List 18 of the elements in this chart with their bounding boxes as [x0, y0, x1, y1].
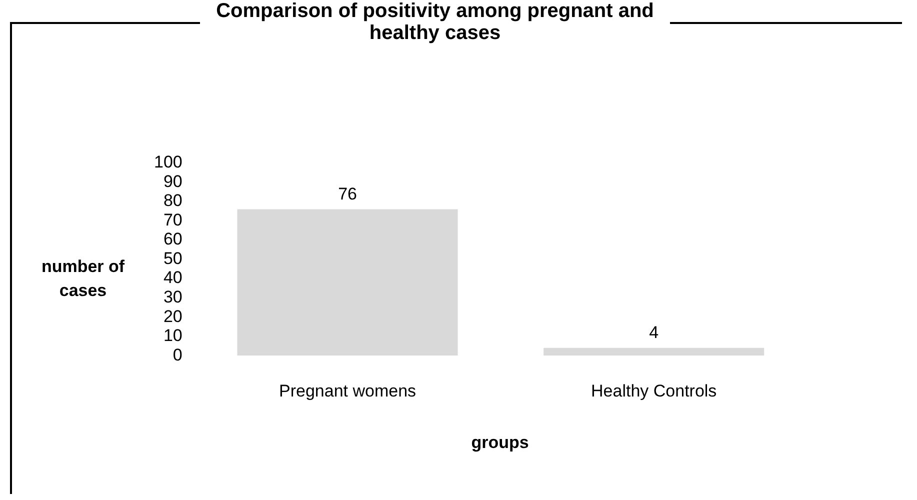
- x-tick-label: Pregnant womens: [279, 381, 416, 400]
- chart-title: Comparison of positivity among pregnant and healthy cases: [200, 0, 670, 44]
- y-tick-label: 60: [163, 230, 182, 249]
- y-tick-label: 30: [163, 288, 182, 307]
- y-tick-label: 20: [163, 306, 182, 326]
- x-axis-title: groups: [470, 433, 530, 453]
- x-tick-label: Healthy Controls: [591, 381, 717, 400]
- y-tick-label: 50: [163, 248, 182, 268]
- y-tick-label: 40: [163, 268, 182, 288]
- data-label: 4: [649, 323, 659, 342]
- y-tick-label: 70: [163, 210, 182, 230]
- y-tick-label: 10: [163, 326, 182, 346]
- y-tick-label: 100: [154, 152, 182, 172]
- y-axis-title: number of cases: [40, 256, 126, 302]
- y-tick-label: 0: [172, 345, 182, 364]
- y-tick-label: 90: [163, 172, 182, 191]
- y-tick-label: 80: [163, 191, 182, 210]
- data-label: 76: [338, 184, 357, 204]
